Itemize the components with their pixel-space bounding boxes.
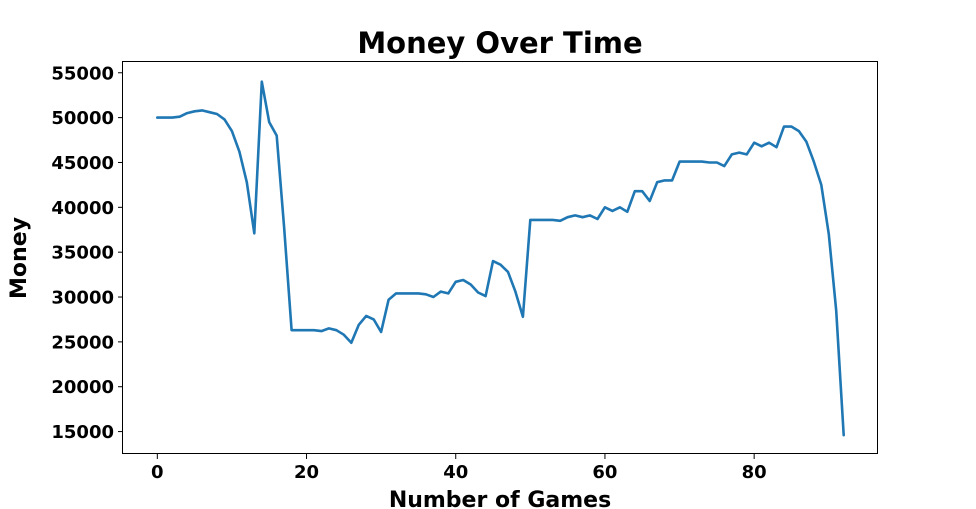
x-tick-label: 60	[592, 462, 617, 483]
y-axis: 15000 20000 25000 30000 35000 40000 45000 50000…	[51, 63, 123, 443]
y-tick-label: 40000	[51, 198, 114, 219]
x-tick-label: 20	[294, 462, 319, 483]
y-tick-label: 55000	[51, 63, 114, 84]
x-tick-label: 0	[151, 462, 164, 483]
y-axis-label: Money	[7, 217, 32, 299]
y-tick-label: 15000	[51, 422, 114, 443]
y-tick-label: 50000	[51, 108, 114, 129]
x-axis: 0 20 40 60 80	[151, 454, 767, 483]
series-line	[156, 80, 846, 437]
series-group	[156, 80, 846, 437]
y-tick-label: 20000	[51, 377, 114, 398]
y-tick-label: 30000	[51, 288, 114, 309]
y-tick-label: 45000	[51, 153, 114, 174]
y-tick-label: 35000	[51, 243, 114, 264]
chart-title: Money Over Time	[357, 26, 642, 60]
x-tick-label: 80	[742, 462, 767, 483]
plot-frame	[122, 61, 878, 454]
x-tick-label: 40	[443, 462, 468, 483]
y-tick-label: 25000	[51, 332, 114, 353]
x-axis-label: Number of Games	[389, 488, 611, 509]
